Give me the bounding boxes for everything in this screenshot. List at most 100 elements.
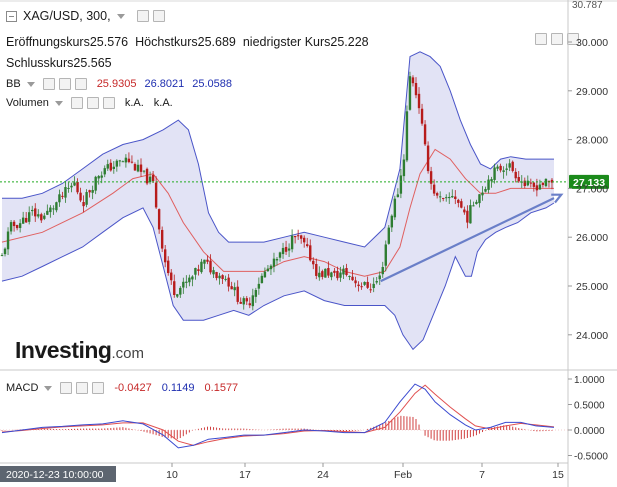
candle-body	[58, 194, 61, 203]
symbol-title[interactable]: XAG/USD, 300,	[23, 9, 111, 23]
candle-body	[420, 108, 424, 124]
eye-icon[interactable]	[136, 10, 149, 22]
candle-body	[3, 248, 7, 255]
candle-body	[318, 272, 321, 278]
candle-body	[257, 283, 261, 289]
candle-body	[9, 222, 13, 232]
candle-body	[76, 181, 79, 193]
close-icon[interactable]	[74, 78, 87, 90]
candle-body	[393, 198, 397, 218]
close-icon[interactable]	[102, 97, 115, 109]
macd-hist-value: -0.0427	[114, 382, 152, 394]
bb-label[interactable]: BB	[6, 78, 21, 90]
chevron-down-icon[interactable]	[44, 385, 53, 391]
candle-body	[179, 287, 182, 295]
candle-body	[163, 249, 167, 263]
chevron-down-icon[interactable]	[116, 13, 125, 19]
collapse-legend-icon[interactable]	[6, 10, 17, 22]
candle-body	[230, 286, 233, 290]
candle-body	[435, 193, 439, 196]
candle-body	[182, 281, 185, 288]
eye-icon[interactable]	[60, 382, 73, 394]
macd-signal-value: 0.1577	[204, 382, 239, 394]
chevron-down-icon[interactable]	[54, 100, 63, 106]
gear-icon[interactable]	[152, 10, 165, 22]
eye-icon[interactable]	[42, 78, 55, 90]
candle-body	[438, 196, 442, 198]
candle-body	[535, 185, 539, 191]
close-icon[interactable]	[92, 382, 105, 394]
time-axis-tick-label: 17	[239, 469, 251, 481]
candle-body	[339, 272, 342, 278]
ohlc-row: Eröffnungskurs 25.576 Höchstkurs 25.689 …	[6, 34, 369, 50]
candle-body	[176, 294, 179, 297]
candle-body	[526, 180, 530, 186]
macd-pane	[0, 383, 568, 449]
candle-body	[284, 246, 288, 252]
chart-tool-1-icon[interactable]	[535, 33, 547, 45]
candle-body	[309, 245, 312, 261]
gear-icon[interactable]	[86, 97, 99, 109]
chart-tool-2-icon[interactable]	[551, 33, 563, 45]
candle-body	[215, 272, 218, 279]
macd-axis-tick-label: 0.5000	[574, 401, 605, 412]
macd-axis: -0.5000 0.0000 0.5000 1.0000	[568, 375, 608, 463]
candle-body	[0, 255, 4, 257]
candle-body	[6, 231, 10, 250]
candle-body	[61, 195, 64, 197]
candle-body	[426, 145, 430, 172]
macd-legend: MACD -0.0427 0.1149 0.1577	[6, 381, 238, 395]
candle-body	[429, 171, 433, 184]
volume-legend: Volumen k.A. k.A.	[6, 96, 173, 110]
candle-body	[130, 161, 134, 163]
candle-body	[227, 277, 230, 287]
candle-body	[167, 260, 170, 274]
candle-body	[324, 268, 327, 278]
candle-body	[448, 196, 451, 199]
candle-body	[384, 244, 387, 266]
candle-body	[221, 275, 224, 279]
candle-body	[112, 166, 116, 169]
candle-body	[315, 263, 318, 276]
candle-body	[197, 269, 200, 271]
price-axis: 30.787 24.000 25.000 26.000 27.000 28.000 29.0…	[568, 0, 608, 342]
eye-icon[interactable]	[70, 97, 83, 109]
price-axis-tick-label: 28.000	[576, 135, 608, 147]
candle-body	[508, 163, 511, 168]
candle-body	[342, 268, 345, 275]
bb-legend: BB 25.9305 26.8021 25.0588	[6, 77, 232, 91]
gear-icon[interactable]	[58, 78, 71, 90]
candle-body	[49, 207, 52, 213]
candle-body	[212, 270, 215, 275]
bb-lower-value: 25.0588	[192, 78, 232, 90]
candle-body	[372, 283, 375, 289]
candle-body	[260, 275, 264, 284]
candle-body	[52, 208, 55, 210]
chevron-down-icon[interactable]	[26, 81, 35, 87]
candle-body	[173, 281, 176, 296]
low-value: 25.228	[330, 35, 369, 49]
candle-body	[405, 111, 409, 161]
candle-body	[106, 164, 109, 169]
volume-label[interactable]: Volumen	[6, 97, 49, 109]
trendline-arrowhead[interactable]	[551, 193, 564, 204]
macd-label[interactable]: MACD	[6, 382, 39, 394]
candle-body	[142, 170, 146, 172]
trendline[interactable]	[380, 193, 564, 283]
candle-body	[236, 286, 239, 302]
candle-body	[363, 281, 366, 285]
candle-body	[157, 209, 161, 230]
gear-icon[interactable]	[76, 382, 89, 394]
open-label: Eröffnungskurs	[6, 35, 90, 49]
candle-body	[302, 237, 306, 243]
macd-axis-tick-label: 1.0000	[574, 375, 605, 386]
candle-body	[463, 209, 466, 213]
trendline-shaft[interactable]	[380, 197, 555, 283]
candle-body	[547, 180, 551, 182]
candle-body	[121, 161, 125, 163]
candle-body	[293, 236, 297, 238]
macd-signal-line	[1, 384, 555, 446]
candle-body	[493, 167, 496, 180]
candle-body	[460, 201, 463, 208]
